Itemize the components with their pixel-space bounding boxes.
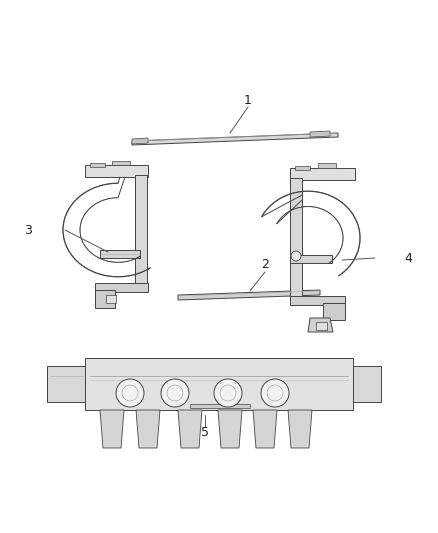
Polygon shape (178, 410, 202, 448)
Polygon shape (290, 296, 345, 305)
Circle shape (116, 379, 144, 407)
Polygon shape (106, 295, 116, 303)
Circle shape (161, 379, 189, 407)
Polygon shape (132, 133, 338, 145)
Polygon shape (85, 165, 148, 177)
Polygon shape (308, 318, 333, 332)
Polygon shape (353, 366, 381, 402)
Text: 5: 5 (201, 425, 209, 439)
Polygon shape (190, 404, 250, 408)
Polygon shape (90, 163, 105, 167)
Circle shape (261, 379, 289, 407)
Polygon shape (47, 366, 85, 402)
Polygon shape (295, 166, 310, 170)
Polygon shape (290, 255, 332, 263)
Polygon shape (95, 290, 115, 308)
Polygon shape (323, 303, 345, 320)
Text: 4: 4 (404, 252, 412, 264)
Polygon shape (318, 163, 336, 168)
Polygon shape (310, 131, 330, 137)
Text: 1: 1 (244, 93, 252, 107)
Polygon shape (316, 322, 327, 330)
Polygon shape (112, 161, 130, 165)
Circle shape (214, 379, 242, 407)
Text: 2: 2 (261, 259, 269, 271)
Polygon shape (178, 290, 320, 300)
Polygon shape (288, 410, 312, 448)
Polygon shape (290, 178, 302, 298)
Polygon shape (85, 358, 353, 410)
Polygon shape (132, 138, 148, 144)
Polygon shape (253, 410, 277, 448)
Text: 3: 3 (24, 223, 32, 237)
Polygon shape (100, 250, 140, 258)
Circle shape (291, 251, 301, 261)
Polygon shape (95, 283, 148, 292)
Polygon shape (135, 175, 147, 285)
Polygon shape (218, 410, 242, 448)
Polygon shape (100, 410, 124, 448)
Polygon shape (136, 410, 160, 448)
Polygon shape (290, 168, 355, 180)
